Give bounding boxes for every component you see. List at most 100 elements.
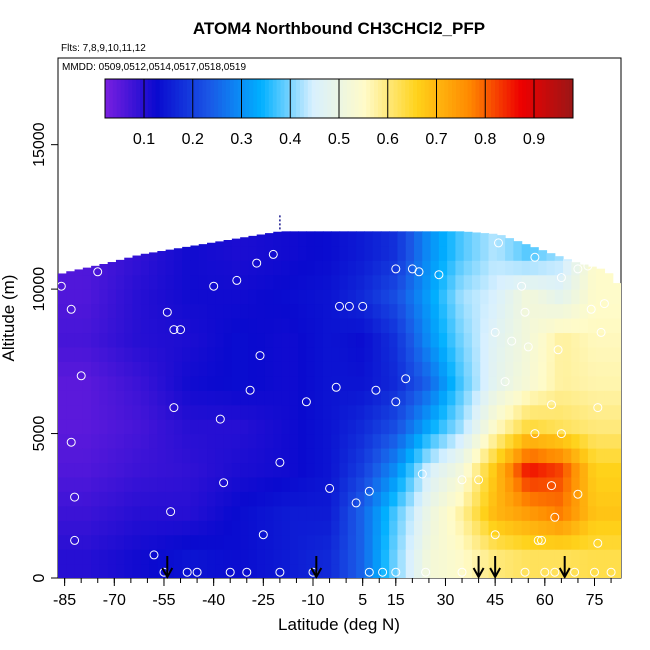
colorbar-segment bbox=[354, 79, 359, 118]
heat-cell bbox=[513, 419, 523, 435]
heat-cell bbox=[190, 462, 200, 478]
sample-marker bbox=[494, 238, 503, 248]
heat-cell bbox=[223, 260, 233, 276]
heat-cell bbox=[563, 361, 572, 377]
heat-cell bbox=[554, 404, 564, 420]
heat-cell bbox=[356, 346, 365, 362]
heat-cell bbox=[422, 274, 432, 290]
heat-cell bbox=[99, 491, 109, 507]
heat-cell bbox=[447, 419, 457, 435]
sample-marker bbox=[586, 304, 596, 314]
heat-cell bbox=[182, 404, 192, 420]
colorbar-segment bbox=[268, 79, 274, 118]
heat-cell bbox=[157, 390, 167, 406]
sample-marker bbox=[93, 267, 103, 277]
heat-cell bbox=[480, 419, 490, 435]
heat-cell bbox=[356, 433, 365, 449]
heat-cell bbox=[182, 289, 192, 305]
heat-cell bbox=[306, 491, 316, 507]
heat-cell bbox=[587, 448, 597, 464]
heat-cell bbox=[546, 491, 556, 507]
heat-cell bbox=[124, 289, 134, 305]
colorbar-tick-label: 0.9 bbox=[523, 131, 545, 148]
heat-cell bbox=[596, 419, 606, 435]
heat-cell bbox=[563, 476, 572, 492]
heat-cell bbox=[74, 419, 84, 435]
heat-cell bbox=[397, 346, 407, 362]
heat-cell bbox=[339, 448, 349, 464]
heat-cell bbox=[596, 404, 606, 420]
sample-marker bbox=[66, 304, 76, 314]
colorbar-segment bbox=[374, 79, 379, 118]
heat-cell bbox=[389, 231, 399, 247]
heat-cell bbox=[397, 375, 407, 391]
heat-cell bbox=[447, 245, 457, 261]
heat-cell bbox=[480, 289, 490, 305]
heat-cell bbox=[132, 520, 142, 536]
colorbar-segment bbox=[537, 79, 543, 118]
heat-cell bbox=[364, 549, 374, 565]
heat-cell bbox=[240, 448, 250, 464]
heat-cell bbox=[496, 448, 506, 464]
heat-cell bbox=[190, 346, 200, 362]
heat-cell bbox=[132, 462, 142, 478]
heat-cell bbox=[165, 318, 175, 334]
heat-cell bbox=[115, 346, 125, 362]
heat-cell bbox=[173, 346, 183, 362]
heat-cell bbox=[264, 289, 274, 305]
heat-cell bbox=[66, 505, 76, 521]
heat-cell bbox=[140, 375, 150, 391]
heat-cell bbox=[165, 303, 175, 319]
heat-cell bbox=[505, 534, 514, 550]
heat-cell bbox=[529, 247, 539, 261]
heat-cell bbox=[289, 549, 299, 565]
heat-cell bbox=[298, 404, 307, 420]
heat-cell bbox=[248, 303, 258, 319]
heat-cell bbox=[264, 448, 274, 464]
heat-cell bbox=[314, 462, 324, 478]
heat-cell bbox=[356, 563, 365, 578]
heat-cell bbox=[389, 332, 399, 348]
heat-cell bbox=[182, 520, 192, 536]
heat-cell bbox=[58, 332, 67, 348]
heat-cell bbox=[331, 476, 341, 492]
heat-cell bbox=[223, 462, 233, 478]
colorbar-segment bbox=[128, 79, 133, 118]
colorbar-segment bbox=[222, 79, 227, 118]
heat-cell bbox=[331, 563, 341, 578]
heat-cell bbox=[107, 491, 117, 507]
heat-cell bbox=[66, 346, 76, 362]
colorbar-segment bbox=[108, 79, 114, 118]
heat-cell bbox=[488, 375, 498, 391]
heat-cell bbox=[256, 563, 266, 578]
heat-cell bbox=[546, 289, 556, 305]
heat-cell bbox=[438, 563, 448, 578]
heat-cell bbox=[579, 563, 589, 578]
colorbar-segment bbox=[261, 79, 266, 118]
x-axis-label: Latitude (deg N) bbox=[278, 615, 400, 634]
heat-cell bbox=[546, 476, 556, 492]
heat-cell bbox=[372, 491, 382, 507]
heat-cell bbox=[521, 274, 531, 290]
heat-cell bbox=[91, 462, 100, 478]
heat-cell bbox=[140, 346, 150, 362]
heat-cell bbox=[538, 462, 548, 478]
heat-cell bbox=[488, 318, 498, 334]
heat-cell bbox=[463, 303, 473, 319]
heat-cell bbox=[322, 289, 332, 305]
colorbar-segment bbox=[179, 79, 184, 118]
heat-cell bbox=[66, 448, 76, 464]
heat-cell bbox=[447, 404, 457, 420]
heat-cell bbox=[438, 505, 448, 521]
heat-cell bbox=[571, 419, 581, 435]
colorbar-segment bbox=[522, 79, 527, 118]
colorbar-segment bbox=[171, 79, 176, 118]
heat-cell bbox=[140, 491, 150, 507]
heat-cell bbox=[157, 505, 167, 521]
heat-cell bbox=[455, 520, 465, 536]
heat-cell bbox=[140, 534, 150, 550]
heat-cell bbox=[132, 318, 142, 334]
heat-cell bbox=[380, 346, 390, 362]
x-tick-label: 75 bbox=[586, 592, 604, 609]
heat-cell bbox=[190, 433, 200, 449]
